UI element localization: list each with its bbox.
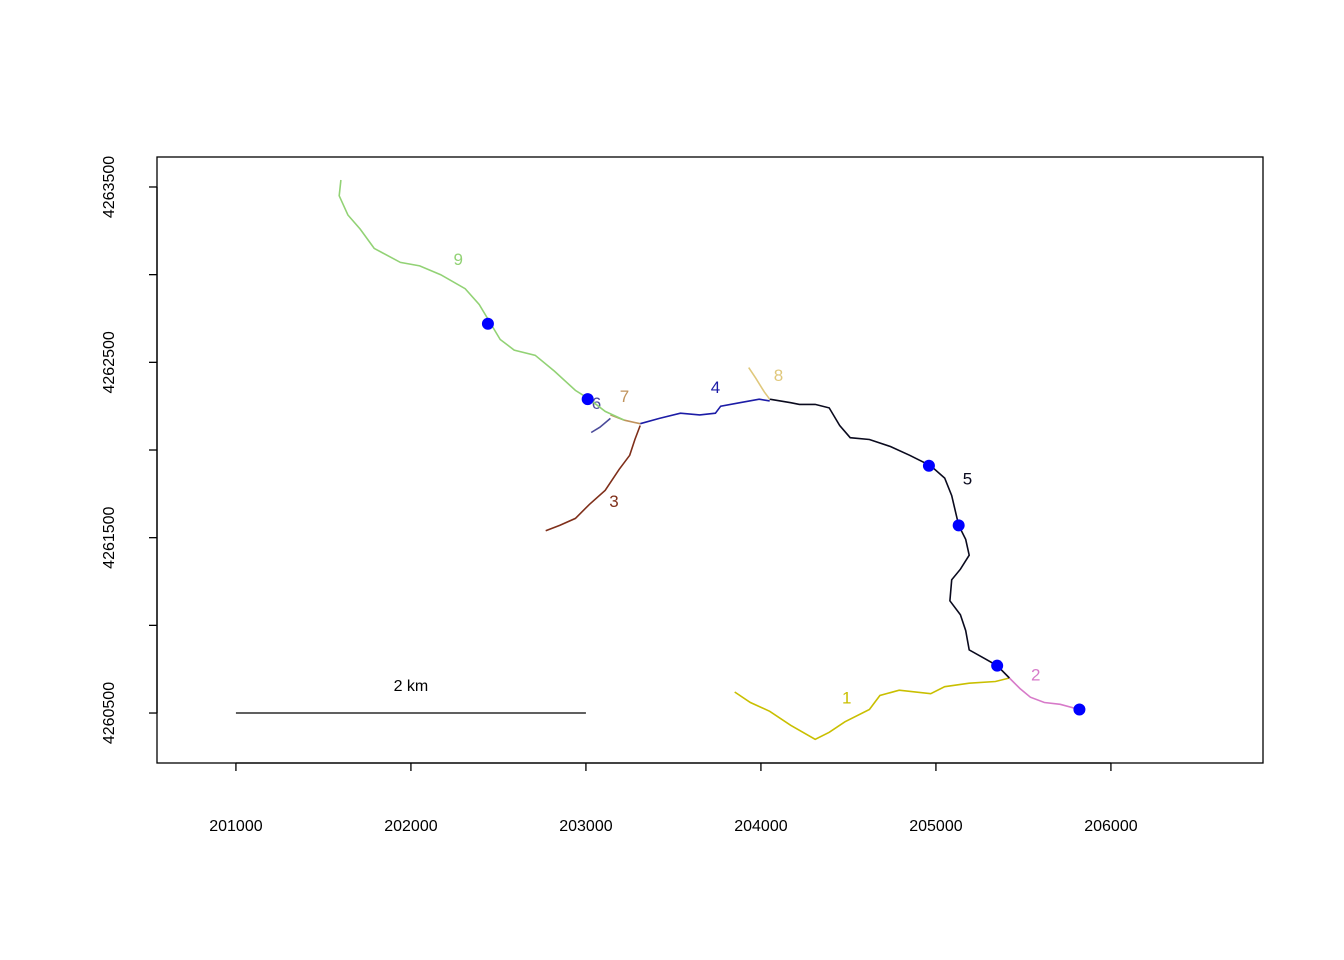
outlet-point xyxy=(481,317,494,330)
stream-label: 8 xyxy=(774,366,783,385)
outlet-point xyxy=(922,459,935,472)
stream-line xyxy=(545,425,641,532)
outlet-point xyxy=(952,519,965,532)
x-tick-label: 205000 xyxy=(909,818,962,835)
stream-label: 2 xyxy=(1031,666,1040,685)
plot-box xyxy=(156,156,1264,764)
stream-line xyxy=(734,677,1010,741)
y-tick-label: 4263500 xyxy=(101,156,118,218)
stream-label: 9 xyxy=(453,250,462,269)
stream-line xyxy=(590,417,611,434)
stream-label: 1 xyxy=(842,688,851,707)
stream-label: 4 xyxy=(711,378,720,397)
stream-label: 6 xyxy=(592,394,601,413)
stream-line xyxy=(338,179,625,421)
stream-line xyxy=(769,398,1010,679)
outlet-point xyxy=(991,659,1004,672)
stream-line xyxy=(748,367,771,400)
x-tick-label: 201000 xyxy=(209,818,262,835)
y-tick-label: 4262500 xyxy=(101,331,118,393)
scale-bar-label: 2 km xyxy=(394,678,429,695)
x-tick-label: 202000 xyxy=(384,818,437,835)
x-tick-label: 204000 xyxy=(734,818,787,835)
x-tick-label: 206000 xyxy=(1084,818,1137,835)
stream-label: 7 xyxy=(620,387,629,406)
y-tick-label: 4260500 xyxy=(101,682,118,744)
stream-label: 5 xyxy=(963,469,972,488)
stream-line xyxy=(1008,677,1080,711)
stream-label: 3 xyxy=(609,492,618,511)
outlet-point xyxy=(1073,703,1086,716)
stream-line xyxy=(639,398,770,425)
y-tick-label: 4261500 xyxy=(101,506,118,568)
outlet-point xyxy=(581,393,594,406)
x-tick-label: 203000 xyxy=(559,818,612,835)
